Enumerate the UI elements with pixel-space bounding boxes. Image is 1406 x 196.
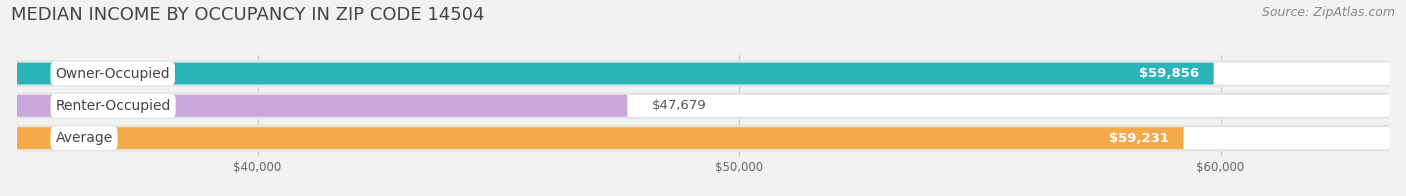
Text: $59,231: $59,231 [1109,132,1170,145]
Text: Average: Average [55,131,112,145]
FancyBboxPatch shape [17,63,1389,84]
FancyBboxPatch shape [17,127,1389,149]
FancyBboxPatch shape [17,125,1389,151]
FancyBboxPatch shape [17,93,1389,119]
FancyBboxPatch shape [17,95,1389,117]
Text: Renter-Occupied: Renter-Occupied [55,99,170,113]
Text: $59,856: $59,856 [1139,67,1199,80]
FancyBboxPatch shape [17,127,1184,149]
FancyBboxPatch shape [17,95,627,117]
FancyBboxPatch shape [17,60,1389,87]
Text: Owner-Occupied: Owner-Occupied [55,67,170,81]
Text: MEDIAN INCOME BY OCCUPANCY IN ZIP CODE 14504: MEDIAN INCOME BY OCCUPANCY IN ZIP CODE 1… [11,6,485,24]
Text: Source: ZipAtlas.com: Source: ZipAtlas.com [1261,6,1395,19]
FancyBboxPatch shape [17,63,1213,84]
Text: $47,679: $47,679 [651,99,706,112]
